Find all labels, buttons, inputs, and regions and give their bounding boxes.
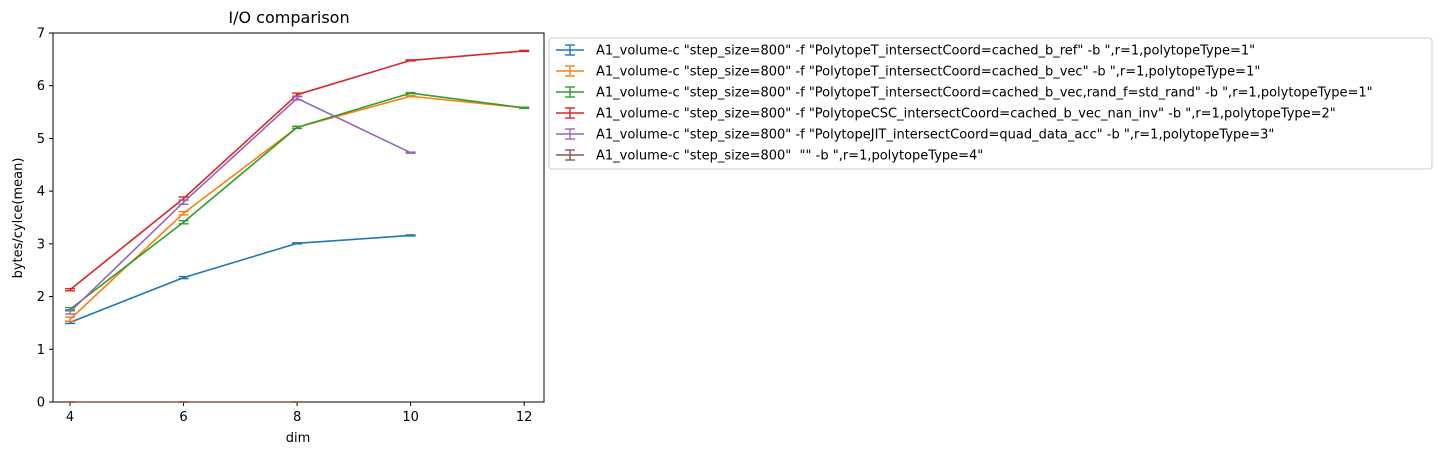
x-tick-label: 4 [66,410,74,425]
error-bar [178,199,189,206]
error-bar [178,275,189,280]
series-2 [65,95,530,323]
x-axis: 4 6 8 10 12 [66,402,533,425]
legend-item: A1_volume-c "step_size=800" -f "Polytope… [556,107,1336,122]
error-bar [65,316,76,323]
series-line [69,234,411,324]
legend-item: A1_volume-c "step_size=800" -f "Polytope… [556,65,1260,80]
x-tick-label: 6 [179,410,187,425]
y-axis: 0 1 2 3 4 5 6 7 [37,27,53,411]
error-bar [519,49,530,53]
error-bar [405,234,416,237]
legend-label: A1_volume-c "step_size=800" -f "Polytope… [596,107,1336,122]
legend-label: A1_volume-c "step_size=800" -f "Polytope… [596,65,1260,80]
x-axis-label: dim [286,431,311,446]
y-tick-label: 2 [37,290,45,305]
error-bar [405,151,416,154]
legend-frame [548,37,1433,170]
y-tick-label: 4 [37,185,45,200]
legend-item: A1_volume-c "step_size=800" -f "Polytope… [556,128,1274,143]
error-bar [178,219,189,225]
y-tick-label: 7 [37,27,45,42]
x-tick-label: 10 [402,410,419,425]
legend-item: A1_volume-c "step_size=800" -f "Polytope… [556,86,1373,101]
x-tick-label: 12 [516,410,533,425]
series-line [69,50,525,291]
error-bar [292,125,303,130]
series-line [69,92,525,310]
error-bar [519,106,530,110]
y-tick-label: 0 [37,396,45,411]
error-bar [65,287,76,292]
error-bar [292,96,303,101]
legend-items: A1_volume-c "step_size=800" -f "Polytope… [556,44,1373,164]
plot-area [52,32,545,403]
series-line [69,95,525,320]
y-tick-label: 5 [37,132,45,147]
error-bar [292,92,303,97]
legend-label: A1_volume-c "step_size=800" -f "Polytope… [596,44,1255,59]
error-bar [178,211,189,216]
y-tick-label: 1 [37,343,45,358]
chart-title: I/O comparison [228,8,349,27]
y-tick-label: 6 [37,79,45,94]
series-layer [65,49,530,403]
error-bar [405,59,416,62]
series-1 [65,234,416,325]
legend-label: A1_volume-c "step_size=800" "" -b ",r=1,… [596,149,983,164]
series-line [69,97,411,313]
legend: A1_volume-c "step_size=800" -f "Polytope… [548,37,1433,170]
series-5 [65,96,416,315]
legend-label: A1_volume-c "step_size=800" -f "Polytope… [596,128,1274,143]
error-bar [292,242,303,245]
series-3 [65,91,530,312]
error-bar [405,95,416,98]
legend-item: A1_volume-c "step_size=800" "" -b ",r=1,… [556,149,983,164]
legend-label: A1_volume-c "step_size=800" -f "Polytope… [596,86,1373,101]
y-tick-label: 3 [37,237,45,252]
x-tick-label: 8 [293,410,301,425]
series-4 [65,49,530,292]
error-bar [65,309,76,315]
error-bar [405,91,416,95]
y-axis-label: bytes/cylce(mean) [11,158,26,279]
legend-item: A1_volume-c "step_size=800" -f "Polytope… [556,44,1255,59]
